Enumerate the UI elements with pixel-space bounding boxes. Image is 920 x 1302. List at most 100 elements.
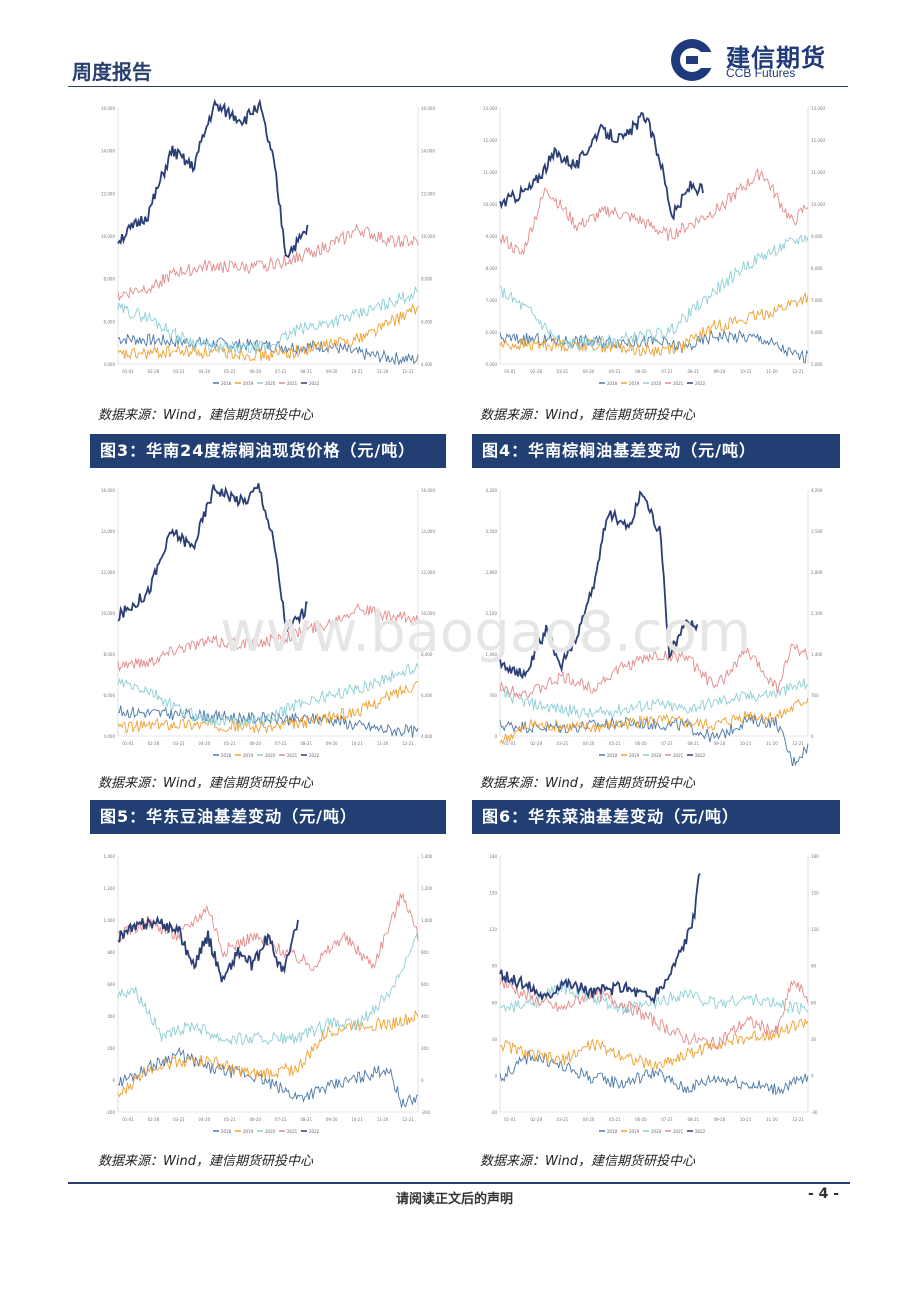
chart-5: 1,400 1,400 1,200 1,200 1,000 1,000 800 800 600 6… — [90, 842, 440, 1142]
legend-label-2018: 2018 — [221, 1129, 232, 1134]
y-tick-label-right: 0 — [811, 1073, 814, 1078]
series-line-2019 — [117, 1009, 419, 1098]
x-tick-label: 11-20 — [377, 741, 389, 746]
legend-label-2022: 2022 — [695, 1129, 706, 1134]
legend-label-2022: 2022 — [309, 753, 320, 758]
x-tick-label: 12-21 — [792, 741, 804, 746]
y-tick-label-right: 1,200 — [421, 886, 433, 891]
x-tick-label: 02-28 — [148, 1117, 160, 1122]
x-tick-label: 03-21 — [557, 741, 569, 746]
y-tick-label-right: 10,000 — [421, 234, 435, 239]
logo-name: 建信期货 — [726, 44, 826, 72]
source-note-6: 数据来源：Wind，建信期货研投中心 — [480, 1154, 695, 1169]
y-tick-label-left: 14,000 — [101, 529, 115, 534]
chart-1-svg: 16,000 16,000 14,000 14,000 12,000 12,000 10,0… — [101, 98, 435, 386]
y-tick-label-left: 12,000 — [101, 191, 115, 196]
x-tick-label: 02-28 — [530, 369, 542, 374]
legend-label-2018: 2018 — [607, 381, 618, 386]
y-tick-label-left: 16,000 — [101, 488, 115, 493]
x-tick-label: 02-28 — [530, 1117, 542, 1122]
legend-label-2019: 2019 — [243, 381, 254, 386]
y-tick-label-right: 800 — [421, 950, 429, 955]
y-tick-label-left: 200 — [107, 1046, 115, 1051]
y-tick-label-right: 14,000 — [421, 149, 435, 154]
x-tick-label: 11-20 — [766, 369, 778, 374]
y-tick-label-right: -30 — [811, 1110, 818, 1115]
series-line-2022 — [117, 483, 308, 633]
y-tick-label-right: 120 — [811, 927, 819, 932]
series-line-2019 — [117, 680, 419, 734]
legend-label-2021: 2021 — [287, 753, 298, 758]
y-tick-label-left: 9,000 — [486, 234, 498, 239]
source-note-5: 数据来源：Wind，建信期货研投中心 — [98, 1154, 313, 1169]
x-tick-label: 03-21 — [173, 1117, 185, 1122]
legend-label-2022: 2022 — [695, 753, 706, 758]
y-tick-label-left: 3,500 — [486, 529, 498, 534]
legend-label-2022: 2022 — [309, 381, 320, 386]
x-tick-label: 05-21 — [224, 741, 236, 746]
figure-6-title: 图6：华东菜油基差变动（元/吨） — [472, 800, 840, 834]
legend-label-2021: 2021 — [673, 753, 684, 758]
x-tick-label: 08-21 — [687, 369, 699, 374]
legend-label-2018: 2018 — [607, 1129, 618, 1134]
logo-subtitle: CCB Futures — [726, 66, 796, 80]
y-tick-label-left: 12,000 — [483, 138, 497, 143]
series-line-2020 — [117, 933, 419, 1047]
x-tick-label: 10-21 — [351, 1117, 363, 1122]
series-line-2018 — [499, 714, 809, 766]
y-tick-label-right: 2,800 — [811, 570, 823, 575]
source-note-1: 数据来源：Wind，建信期货研投中心 — [98, 408, 313, 423]
chart-3-svg: 16,000 16,000 14,000 14,000 12,000 12,000 10,0… — [101, 483, 435, 758]
x-tick-label: 11-20 — [377, 1117, 389, 1122]
y-tick-label-right: -200 — [421, 1110, 431, 1115]
x-tick-label: 08-21 — [300, 1117, 312, 1122]
y-tick-label-right: 1,400 — [421, 854, 433, 859]
legend-label-2022: 2022 — [695, 381, 706, 386]
x-tick-label: 01-01 — [122, 741, 134, 746]
y-tick-label-right: 8,000 — [421, 652, 433, 657]
source-note-3: 数据来源：Wind，建信期货研投中心 — [98, 776, 313, 791]
footer-notice: 请阅读正文后的声明 — [396, 1192, 514, 1207]
x-tick-label: 09-20 — [326, 741, 338, 746]
series-line-2021 — [117, 892, 419, 972]
y-tick-label-left: 11,000 — [483, 170, 497, 175]
legend-label-2019: 2019 — [243, 753, 254, 758]
x-tick-label: 07-21 — [275, 741, 287, 746]
figure-3-title: 图3：华南24度棕榈油现货价格（元/吨） — [90, 434, 446, 468]
y-tick-label-left: 0 — [494, 1073, 497, 1078]
ccb-logo-icon — [671, 39, 714, 81]
x-tick-label: 08-21 — [300, 741, 312, 746]
y-tick-label-right: 9,000 — [811, 234, 823, 239]
y-tick-label-right: 4,200 — [811, 488, 823, 493]
y-tick-label-left: 8,000 — [104, 277, 116, 282]
y-tick-label-left: 10,000 — [483, 202, 497, 207]
x-tick-label: 11-20 — [766, 1117, 778, 1122]
x-tick-label: 06-20 — [249, 1117, 261, 1122]
source-note-4: 数据来源：Wind，建信期货研投中心 — [480, 776, 695, 791]
y-tick-label-left: 800 — [107, 950, 115, 955]
x-tick-label: 03-21 — [173, 369, 185, 374]
chart-6-svg: 180 180 150 150 120 120 90 90 60 60 30 30 0 0 -30 -30 01… — [489, 854, 819, 1134]
series-line-2021 — [117, 222, 419, 302]
y-tick-label-right: 1,400 — [811, 652, 823, 657]
y-tick-label-left: 1,400 — [486, 652, 498, 657]
series-line-2020 — [117, 662, 419, 729]
series-line-2022 — [499, 873, 701, 1005]
x-tick-label: 03-21 — [557, 369, 569, 374]
y-tick-label-left: 180 — [489, 854, 497, 859]
y-tick-label-left: 7,000 — [486, 298, 498, 303]
x-tick-label: 06-20 — [635, 741, 647, 746]
x-tick-label: 09-20 — [326, 369, 338, 374]
x-tick-label: 03-21 — [557, 1117, 569, 1122]
y-tick-label-right: 0 — [421, 1078, 424, 1083]
x-tick-label: 06-20 — [635, 369, 647, 374]
y-tick-label-left: 150 — [489, 891, 497, 896]
x-tick-label: 08-21 — [687, 741, 699, 746]
legend-label-2020: 2020 — [265, 1129, 276, 1134]
x-tick-label: 02-28 — [148, 741, 160, 746]
y-tick-label-right: 30 — [811, 1037, 817, 1042]
x-tick-label: 05-21 — [609, 741, 621, 746]
x-tick-label: 11-20 — [377, 369, 389, 374]
x-tick-label: 04-20 — [583, 741, 595, 746]
y-tick-label-left: 16,000 — [101, 106, 115, 111]
